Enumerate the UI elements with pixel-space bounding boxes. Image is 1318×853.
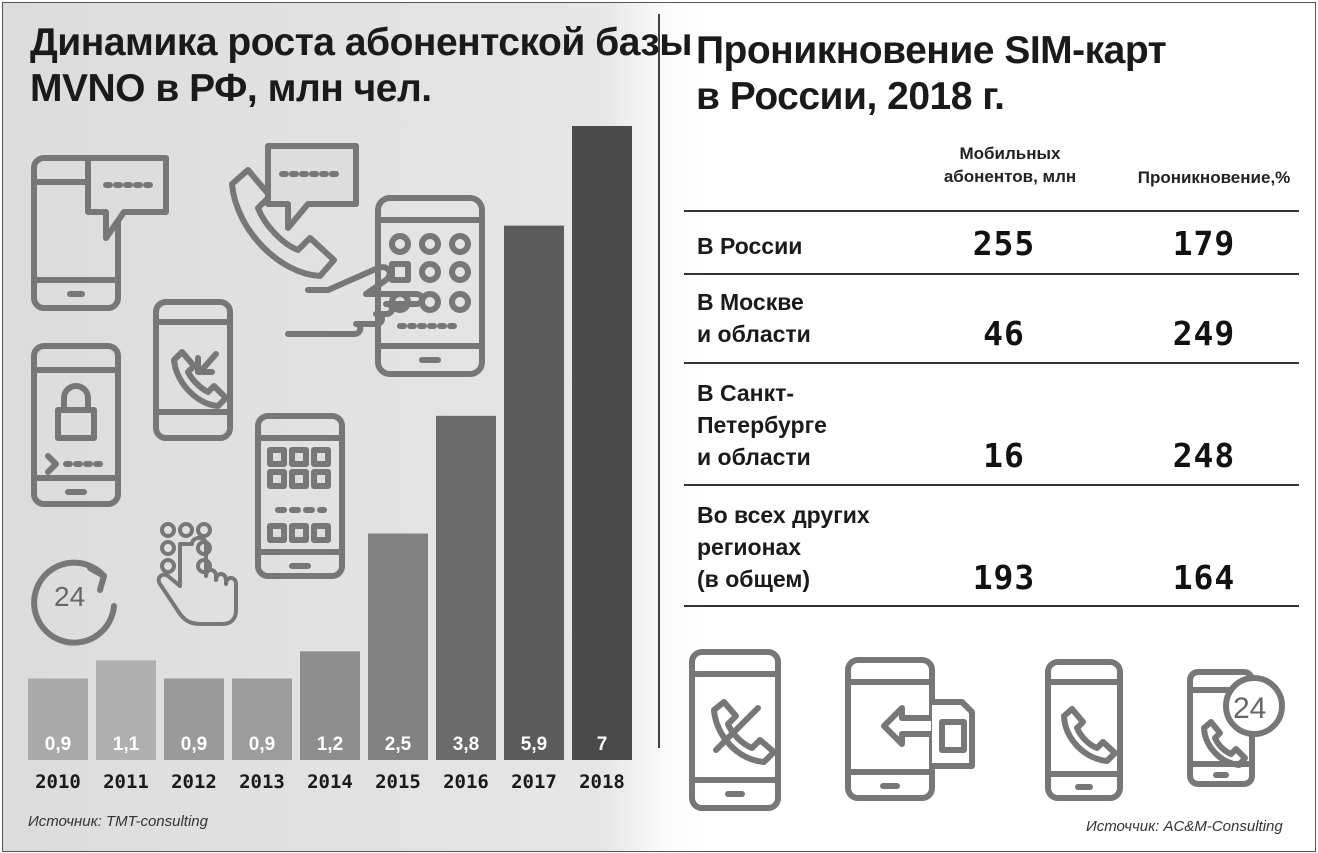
cell-penetration-russia: 179 — [1172, 224, 1236, 263]
cell-subscribers-other: 193 — [972, 558, 1036, 597]
col-header-subscribers: Мобильных абонентов, млн — [943, 144, 1077, 186]
bar-2016 — [436, 415, 496, 760]
phone-grid-icon — [255, 413, 345, 579]
cell-penetration-spb: 248 — [1172, 436, 1236, 475]
col-header-penetration: Проникновение,% — [1137, 168, 1291, 187]
bar-2012 — [164, 678, 224, 760]
x-tick-label: 2011 — [103, 771, 149, 793]
phone-incoming-call-icon — [153, 299, 233, 441]
panel-divider — [658, 14, 660, 748]
x-tick-label: 2018 — [579, 771, 625, 793]
table-rule — [684, 605, 1299, 607]
x-tick-label: 2012 — [171, 771, 217, 793]
row-label-line: Во всех других — [697, 502, 870, 528]
right-title-line-2: в России, 2018 г. — [696, 75, 1005, 118]
cell-penetration-moscow: 249 — [1172, 314, 1236, 353]
bar-2010 — [28, 678, 88, 760]
x-tick-label: 2013 — [239, 771, 285, 793]
left-title-line-2: MVNO в РФ, млн чел. — [30, 67, 432, 110]
table-rule — [684, 484, 1299, 486]
phone-apps-touch-icon — [285, 195, 485, 377]
decorative-icons-right: 24 — [689, 649, 1285, 811]
phone-chat-icon — [31, 155, 169, 311]
phone-call-icon — [689, 649, 781, 811]
phone-24-call-icon: 24 — [1187, 669, 1285, 787]
bar-2011 — [96, 660, 156, 760]
phone-lock-icon — [31, 343, 121, 507]
row-label-other-regions: Во всех других регионах (в общем) — [697, 499, 870, 595]
bar-2013 — [232, 678, 292, 760]
clock-24-icon: 24 — [31, 559, 117, 646]
bar-value-label: 2,5 — [385, 734, 412, 755]
bar-value-label: 0,9 — [249, 734, 275, 755]
left-source: Источник: TMT-consulting — [28, 813, 208, 830]
row-label-line: регионах — [697, 534, 802, 560]
table-rule — [684, 362, 1299, 364]
row-label-line: и области — [697, 444, 811, 470]
bar-value-label: 3,8 — [453, 734, 479, 755]
right-source: Источчик: AC&M-Consulting — [1086, 818, 1283, 835]
table-rule — [684, 210, 1299, 212]
x-tick-label: 2014 — [307, 771, 353, 793]
phone-sim-transfer-icon — [845, 657, 975, 801]
row-label-russia: В России — [697, 230, 802, 262]
x-tick-label: 2015 — [375, 771, 421, 793]
row-label-line: В Москве — [697, 289, 804, 315]
decorative-icons-left: 24 — [31, 143, 485, 646]
right-title-line-1: Проникновение SIM-карт — [696, 29, 1167, 72]
row-label-line: Петербурге — [697, 412, 827, 438]
phone-call-small-icon — [1045, 659, 1123, 801]
row-label-line: (в общем) — [697, 566, 811, 592]
phone-call-chat-icon — [229, 143, 359, 279]
bar-2018 — [572, 126, 632, 760]
bar-2017 — [504, 225, 564, 761]
left-title: Динамика роста абонентской базы MVNO в Р… — [30, 20, 693, 112]
bar-2014 — [300, 651, 360, 760]
bar-value-label: 0,9 — [181, 734, 207, 755]
cell-penetration-other: 164 — [1172, 558, 1236, 597]
svg-text:24: 24 — [1233, 692, 1266, 725]
row-label-spb: В Санкт- Петербурге и области — [697, 377, 827, 473]
table-rule — [684, 273, 1299, 275]
keypad-touch-icon — [156, 522, 238, 626]
right-title: Проникновение SIM-карт в России, 2018 г. — [696, 28, 1167, 120]
bar-value-label: 0,9 — [45, 734, 71, 755]
bar-value-label: 5,9 — [521, 734, 547, 755]
bar-2015 — [368, 533, 428, 760]
cell-subscribers-russia: 255 — [972, 224, 1036, 263]
row-label-line: В Санкт- — [697, 380, 795, 406]
svg-text:24: 24 — [54, 581, 85, 612]
cell-subscribers-spb: 16 — [983, 436, 1025, 475]
row-label-line: В России — [697, 233, 803, 259]
row-label-line: и области — [697, 321, 811, 347]
left-title-line-1: Динамика роста абонентской базы — [30, 21, 693, 64]
bar-value-label: 1,1 — [113, 734, 140, 755]
bar-value-label: 7 — [597, 734, 608, 755]
x-tick-label: 2010 — [35, 771, 81, 793]
x-tick-label: 2016 — [443, 771, 489, 793]
bar-chart: 0,9 2010 1,1 2011 0,9 2012 0,9 2013 1,2 2014 2,5 20… — [28, 126, 632, 793]
cell-subscribers-moscow: 46 — [983, 314, 1025, 353]
x-tick-label: 2017 — [511, 771, 557, 793]
row-label-moscow: В Москве и области — [697, 286, 811, 350]
bar-value-label: 1,2 — [317, 734, 343, 755]
